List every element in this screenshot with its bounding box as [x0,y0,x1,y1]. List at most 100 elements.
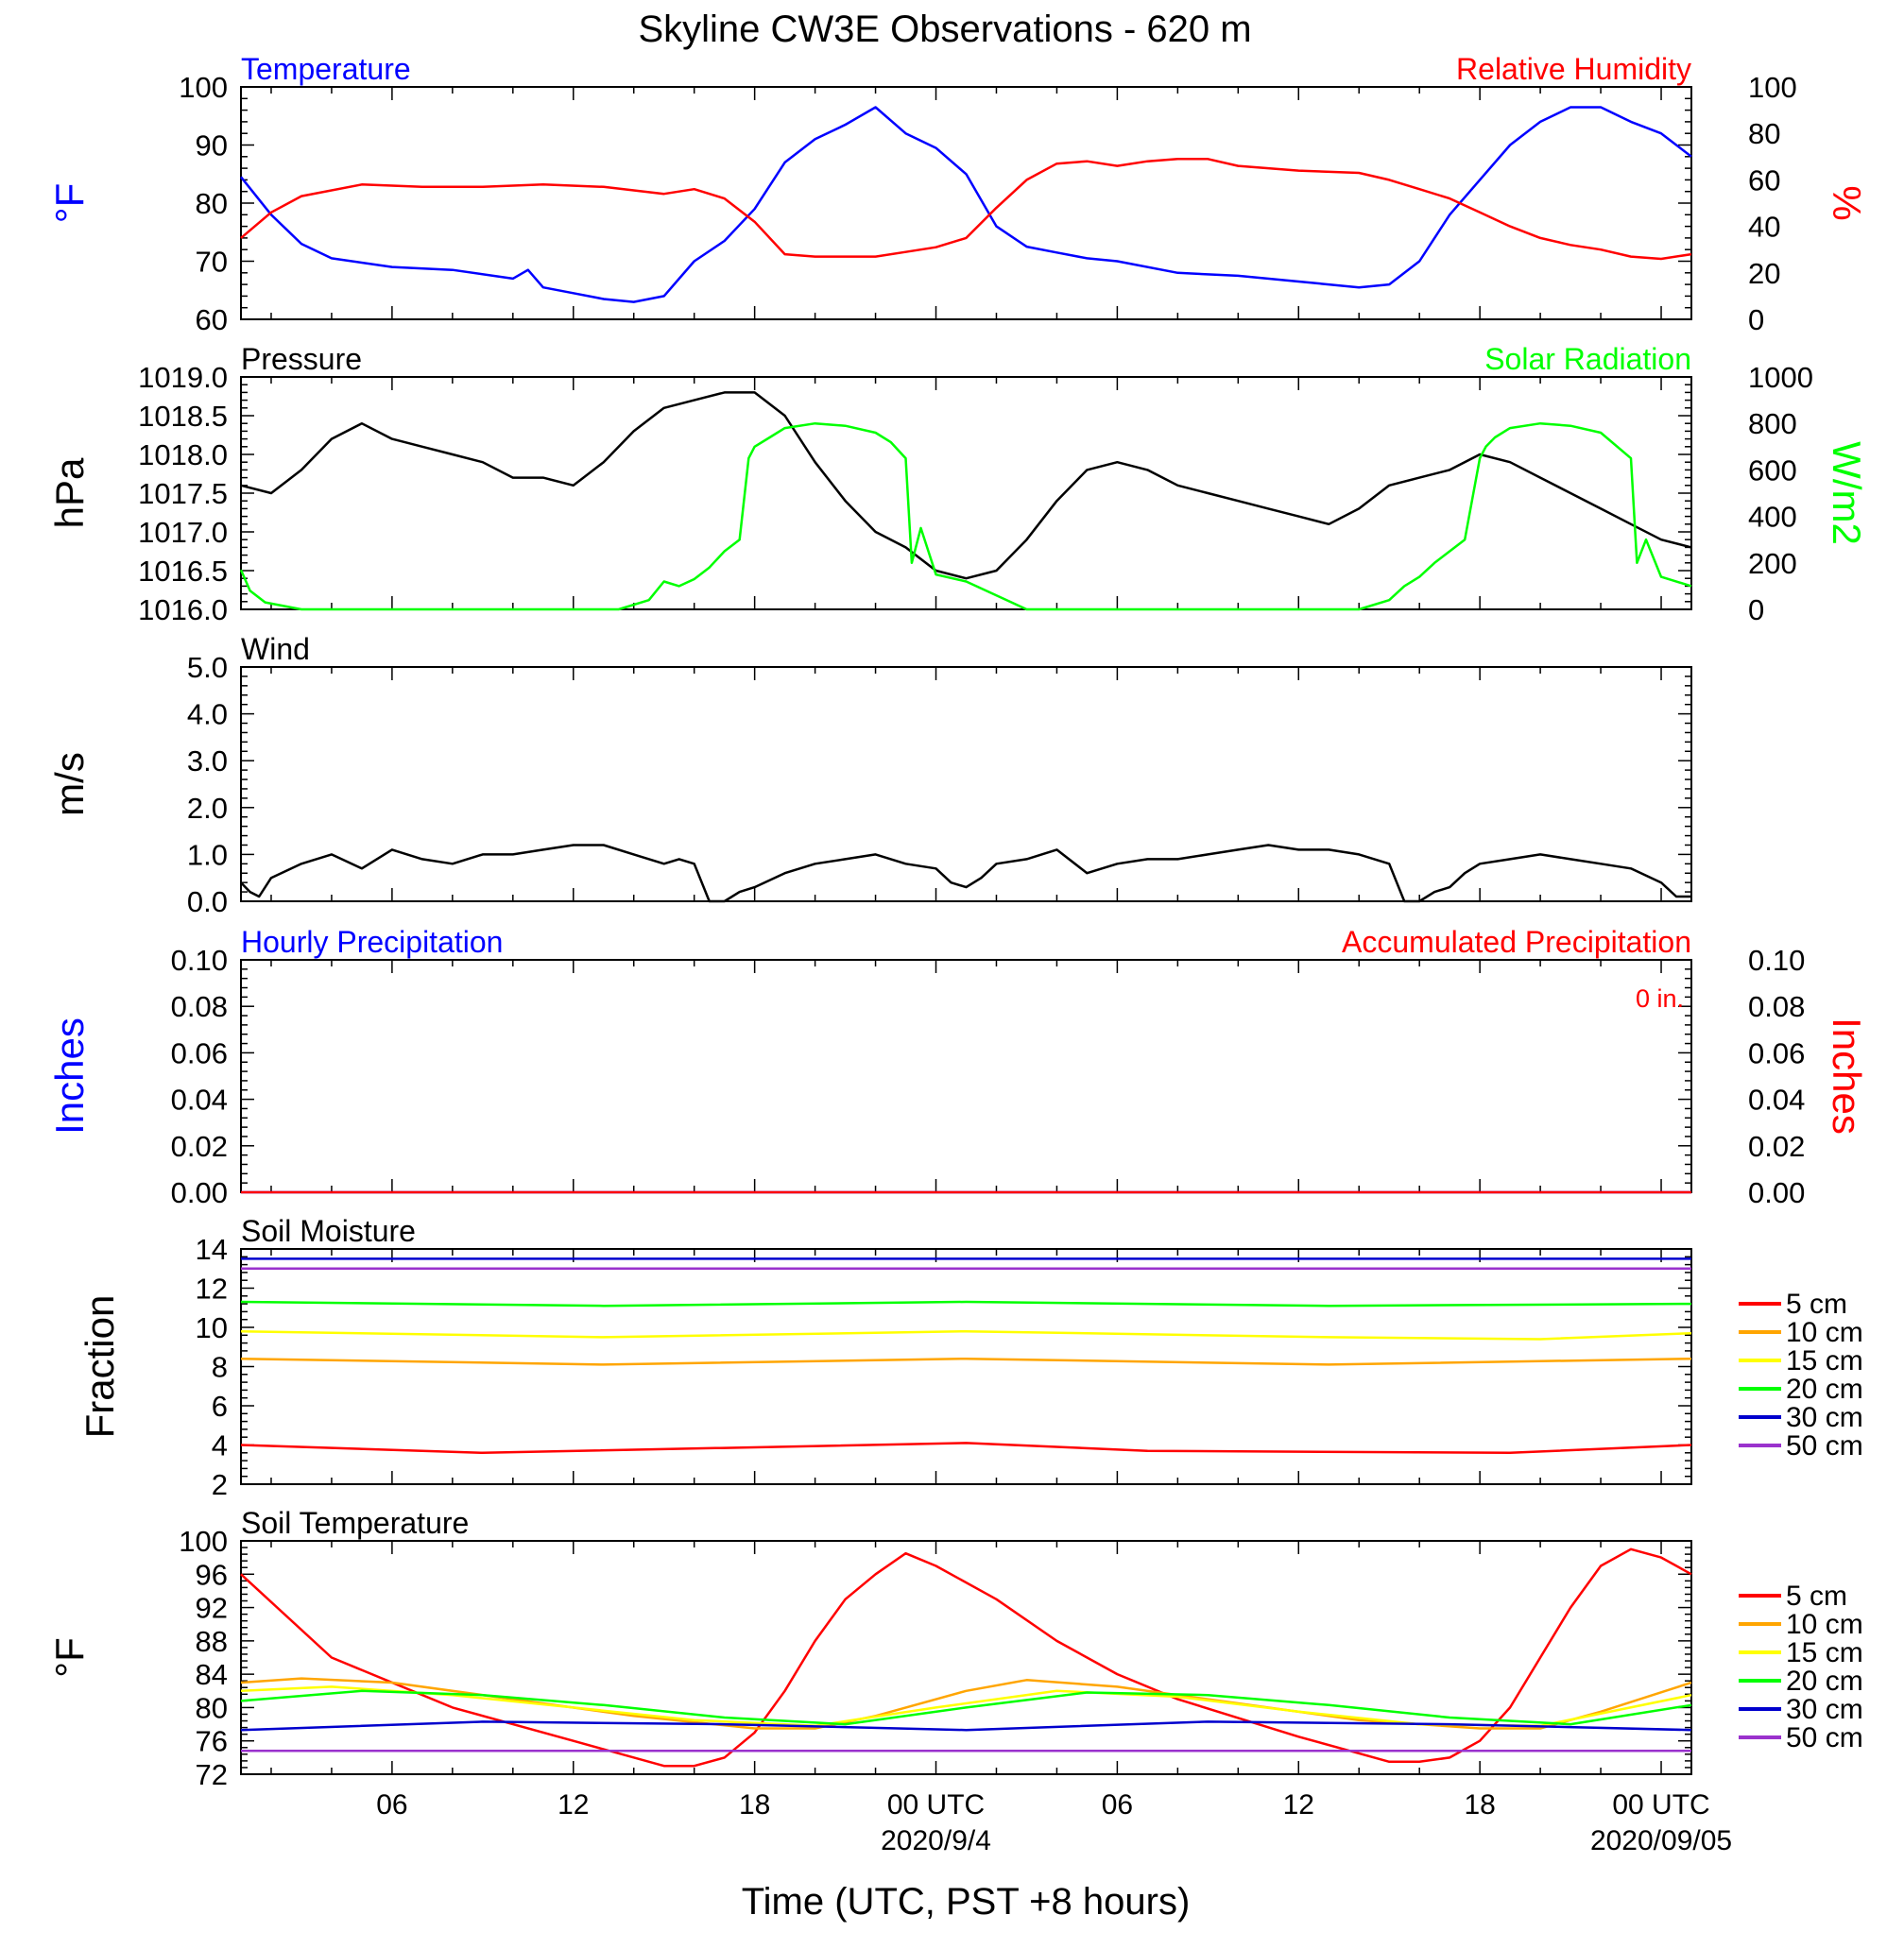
y-tick-label: 10 [196,1311,228,1344]
series-line-15-cm [240,1329,1692,1341]
y2-tick-label: 1000 [1748,361,1813,394]
panel-left-label: Pressure [241,342,362,376]
y-tick-label: 8 [212,1351,228,1384]
y-tick-label: 0.06 [171,1036,228,1069]
legend-entry: 5 cm [1786,1289,1847,1320]
y2-tick-label: 0.08 [1748,990,1805,1023]
y-tick-label: 96 [196,1558,228,1591]
legend-entry: 5 cm [1786,1581,1847,1612]
panel-1: 1019.0 1018.5 1018.0 1017.5 1017.0 1016.5 1016… [47,342,1869,626]
plot-frame [240,666,1692,902]
y2-tick-label: 0.10 [1748,944,1805,977]
y-tick-label: 1018.5 [138,400,228,433]
y-tick-label: 80 [196,1691,228,1724]
panel-right-label: Solar Radiation [1484,342,1691,376]
y-tick-label: 1017.0 [138,516,228,549]
x-tick-label: 06 [1102,1789,1133,1821]
y-tick-label: 0.02 [171,1130,228,1163]
legend-entry: 10 cm [1786,1609,1863,1640]
x-date-label: 2020/09/05 [1590,1825,1732,1856]
y2-tick-label: 0.04 [1748,1084,1805,1117]
x-tick-label: 18 [1464,1789,1495,1821]
y-tick-label: 72 [196,1758,228,1791]
panel-2: 5.0 4.0 3.0 2.0 1.0 0.0 Wind m/s [47,632,1692,918]
panel-3: 0.10 0.08 0.06 0.04 0.02 0.00 0.10 0.08 0.06 0.04… [47,925,1869,1209]
plot-frame [240,959,1692,1193]
y-axis-title: Inches [47,1017,92,1135]
x-date-label: 2020/9/4 [881,1825,991,1856]
y-axis-title: hPa [47,457,92,528]
y-tick-label: 14 [196,1233,228,1266]
y-tick-label: 3.0 [187,744,228,778]
plot-frame [240,1248,1692,1485]
y2-axis-title: W/m2 [1825,441,1869,545]
y-tick-label: 1.0 [187,838,228,871]
plot-frame [240,1540,1692,1775]
y-tick-label: 1018.0 [138,438,228,471]
x-axis-title: Time (UTC, PST +8 hours) [742,1881,1191,1923]
figure-title: Skyline CW3E Observations - 620 m [638,9,1251,50]
y-tick-label: 1016.0 [138,593,228,626]
panel-left-label: Temperature [241,52,411,86]
y-tick-label: 0.0 [187,885,228,918]
y2-tick-label: 0.00 [1748,1176,1805,1209]
y2-tick-label: 0 [1748,593,1764,626]
y2-tick-label: 60 [1748,163,1780,197]
x-tick-label: 06 [376,1789,407,1821]
y-tick-label: 80 [196,187,228,220]
series-line-10-cm [240,1357,1692,1366]
panel-right-label: Relative Humidity [1456,52,1691,86]
series-line-relative-humidity [240,158,1692,261]
y-tick-label: 60 [196,303,228,336]
y2-axis-title: % [1825,185,1869,220]
y2-tick-label: 0.02 [1748,1130,1805,1163]
series-line-5-cm [240,1442,1692,1455]
y2-tick-label: 40 [1748,211,1780,244]
y-tick-label: 4.0 [187,698,228,731]
y-tick-label: 100 [179,71,228,104]
legend-entry: 50 cm [1786,1722,1863,1753]
y-tick-label: 1016.5 [138,555,228,588]
y2-tick-label: 400 [1748,501,1797,534]
y-tick-label: 4 [212,1429,228,1462]
y-tick-label: 88 [196,1625,228,1658]
y-tick-label: 0.10 [171,944,228,977]
y-tick-label: 92 [196,1592,228,1625]
series-line-5-cm [240,1547,1692,1768]
y-tick-label: 84 [196,1658,228,1691]
y2-axis-title: Inches [1825,1017,1869,1135]
y2-tick-label: 100 [1748,71,1797,104]
panel-left-label: Soil Moisture [241,1214,416,1248]
panel-0: 100 90 80 70 60 100 80 60 40 20 0 Temperature Relati… [47,52,1869,336]
annotation-label: 0 in. [1636,984,1684,1013]
y-axis-title: Fraction [77,1295,122,1439]
y-tick-label: 90 [196,129,228,162]
legend-entry: 15 cm [1786,1345,1863,1376]
series-line-pressure [240,391,1692,580]
y-tick-label: 2.0 [187,792,228,825]
series-line-20-cm [240,1689,1692,1726]
y-axis-title: m/s [47,752,92,816]
x-tick-label: 18 [739,1789,770,1821]
y2-tick-label: 600 [1748,453,1797,487]
panel-left-label: Soil Temperature [241,1506,469,1540]
y-axis-title: °F [47,1637,92,1677]
series-line-30-cm [240,1720,1692,1732]
y-tick-label: 70 [196,246,228,279]
y2-tick-label: 200 [1748,547,1797,580]
legend-entry: 30 cm [1786,1694,1863,1725]
y-tick-label: 1019.0 [138,361,228,394]
series-line-temperature [240,106,1692,303]
legend-entry: 20 cm [1786,1374,1863,1405]
legend-entry: 15 cm [1786,1637,1863,1668]
x-tick-label: 12 [1283,1789,1314,1821]
x-tick-label: 12 [557,1789,589,1821]
y2-tick-label: 800 [1748,407,1797,440]
series-line-wind [240,844,1691,903]
y-tick-label: 1017.5 [138,477,228,510]
y-axis-title: °F [47,183,92,223]
panel-right-label: Accumulated Precipitation [1342,925,1691,959]
